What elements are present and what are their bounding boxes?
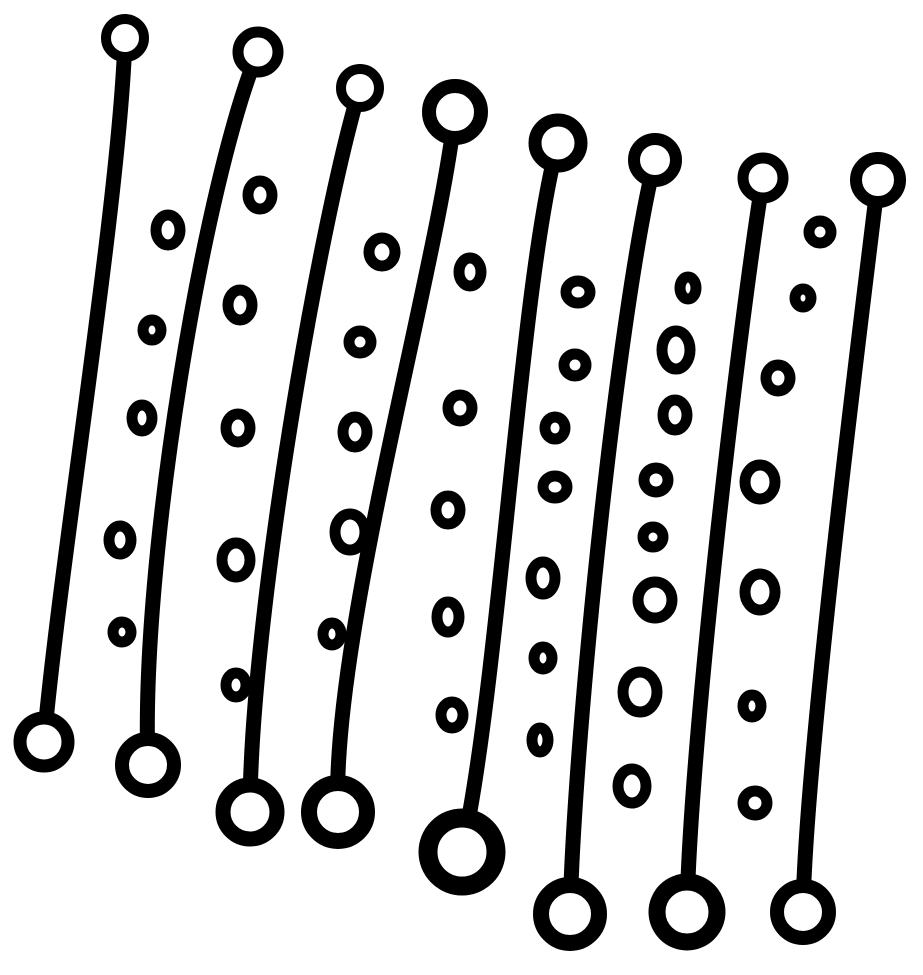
ring-39	[739, 459, 781, 505]
ring-8	[220, 408, 256, 448]
ring-28	[674, 271, 702, 305]
ring-18	[430, 490, 466, 530]
ring-10	[220, 667, 252, 703]
rod-5	[454, 135, 566, 860]
rod-4-bottom-bead	[301, 775, 375, 849]
ring-20	[435, 696, 469, 734]
rod-7-top-bead	[737, 152, 789, 204]
rod-8	[795, 172, 886, 920]
rod-4	[330, 104, 463, 820]
rod-5-bottom-bead	[418, 808, 506, 896]
ring-33	[632, 576, 678, 624]
ring-6	[242, 175, 278, 215]
ring-12	[343, 325, 377, 359]
rod-4-top-bead	[422, 79, 488, 145]
rod-6-bottom-bead	[533, 877, 607, 951]
ring-13	[337, 411, 373, 453]
rod-7-bottom-bead	[648, 873, 726, 951]
rod-2	[139, 44, 266, 773]
rod-2-bottom-bead	[115, 732, 181, 798]
ring-5	[107, 616, 137, 648]
rod-3-bottom-bead	[215, 777, 285, 847]
ring-34	[617, 666, 663, 718]
ring-16	[453, 252, 487, 292]
rod-8-top-bead	[850, 152, 906, 208]
rod-2-top-bead	[232, 26, 284, 78]
ring-25	[525, 556, 561, 600]
rod-1-bottom-bead	[13, 711, 75, 773]
rod-6	[562, 152, 663, 922]
ring-9	[216, 537, 256, 583]
ring-27	[526, 722, 554, 758]
ring-14	[329, 508, 371, 556]
ring-2	[137, 314, 167, 346]
ring-17	[442, 389, 478, 427]
ring-3	[126, 399, 158, 437]
ring-7	[222, 284, 258, 326]
ring-38	[760, 359, 796, 397]
ring-42	[737, 785, 773, 821]
rod-6-top-bead	[628, 133, 682, 187]
ring-29	[656, 325, 696, 375]
rod-8-bottom-bead	[770, 879, 836, 945]
ring-22	[558, 348, 592, 382]
rod-1	[36, 30, 133, 750]
ring-11	[363, 232, 401, 272]
ring-1	[150, 209, 186, 251]
ring-32	[637, 521, 669, 553]
rod-3-top-bead	[336, 64, 384, 112]
ring-21	[560, 275, 596, 309]
ring-30	[657, 394, 693, 436]
ring-41	[737, 689, 767, 723]
rods-group	[13, 14, 906, 951]
rod-5-top-bead	[528, 113, 588, 173]
rod-3	[242, 80, 368, 820]
ring-35	[612, 763, 652, 809]
ring-40	[739, 568, 781, 616]
ring-31	[638, 462, 674, 498]
ring-19	[431, 596, 465, 638]
ring-23	[539, 411, 571, 445]
ring-26	[528, 641, 558, 675]
ring-4	[103, 520, 137, 560]
rod-1-top-bead	[101, 14, 149, 62]
rings-group	[103, 175, 837, 821]
ring-37	[789, 283, 817, 313]
ring-24	[537, 470, 573, 504]
rod-7	[679, 170, 771, 920]
ring-36	[803, 215, 837, 249]
ring-15	[317, 617, 347, 651]
